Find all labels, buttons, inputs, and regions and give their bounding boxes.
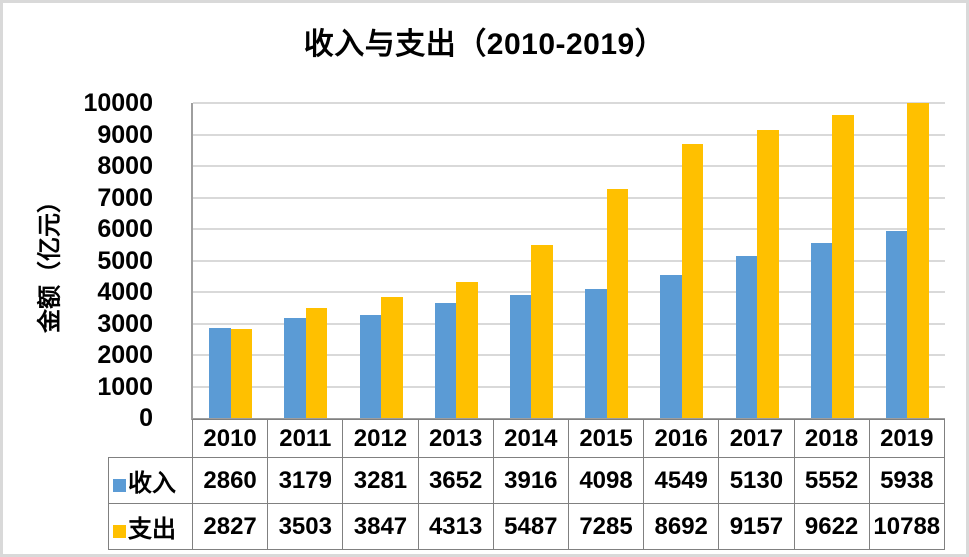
bar-收入-2011 (284, 317, 306, 418)
year-header-cell: 2019 (868, 419, 945, 458)
year-header-cell: 2016 (643, 419, 720, 458)
y-tick-label: 8000 (97, 152, 153, 180)
bar-支出-2019 (907, 103, 929, 418)
value-cell: 5130 (718, 457, 795, 504)
legend-key-收入 (113, 479, 126, 492)
value-cell: 3652 (417, 457, 494, 504)
value-cell: 8692 (643, 503, 720, 550)
bar-支出-2011 (305, 307, 328, 418)
bar-收入-2016 (660, 274, 682, 418)
bar-收入-2012 (359, 314, 381, 418)
year-header-cell: 2012 (342, 419, 419, 458)
gridline (193, 322, 945, 325)
value-cell: 3916 (492, 457, 569, 504)
value-cell: 4549 (643, 457, 720, 504)
value-cell: 7285 (567, 503, 645, 550)
year-header-cell: 2018 (793, 419, 870, 458)
bar-支出-2017 (757, 129, 779, 418)
value-cell: 9622 (793, 503, 870, 550)
bar-支出-2016 (681, 144, 704, 418)
gridline (193, 165, 945, 167)
y-tick-label: 7000 (97, 183, 153, 212)
bar-收入-2010 (209, 327, 231, 418)
year-header-cell: 2015 (567, 419, 645, 458)
value-cell: 3503 (267, 503, 344, 550)
year-header-cell: 2013 (417, 419, 494, 458)
y-tick-label: 4000 (97, 278, 153, 306)
value-cell: 4098 (567, 457, 645, 504)
gridline (193, 102, 945, 104)
data-table: 2010 2011 2012 2013 2014 2015 2016 2017 2018 2019… (108, 419, 945, 550)
series-name: 支出 (128, 516, 176, 543)
year-header-cell: 2014 (492, 419, 569, 458)
value-cell: 3281 (342, 457, 419, 504)
bar-支出-2014 (531, 245, 553, 418)
bar-收入-2014 (509, 294, 532, 418)
value-cell: 10788 (868, 503, 945, 550)
bar-收入-2013 (434, 302, 457, 418)
y-tick-label: 1000 (97, 372, 153, 401)
table-corner-cell (109, 420, 193, 458)
value-cell: 4313 (417, 503, 494, 550)
value-cell: 3179 (267, 457, 344, 504)
bar-收入-2018 (810, 243, 833, 418)
legend-key-支出 (113, 525, 126, 538)
value-cell: 5552 (793, 457, 870, 504)
value-cell: 2827 (191, 503, 269, 550)
year-header-cell: 2011 (267, 419, 344, 458)
value-cell: 9157 (718, 503, 795, 550)
y-tick-label: 5000 (97, 246, 153, 275)
bar-收入-2019 (885, 230, 908, 418)
bar-支出-2013 (456, 282, 478, 418)
bar-收入-2015 (585, 288, 607, 418)
series-name: 收入 (128, 470, 176, 497)
bar-收入-2017 (735, 256, 757, 418)
value-cell: 2860 (191, 457, 269, 504)
gridline (193, 196, 945, 199)
y-tick-label: 2000 (97, 341, 153, 369)
gridline (193, 354, 945, 356)
bar-支出-2012 (381, 296, 403, 418)
gridline (193, 228, 945, 230)
plot-area (191, 102, 945, 420)
y-tick-label: 3000 (97, 309, 153, 338)
bar-支出-2015 (606, 188, 629, 418)
value-cell: 3847 (342, 503, 419, 550)
series-label-cell: 收入 (108, 457, 193, 504)
year-header-cell: 2010 (191, 419, 269, 458)
bar-支出-2018 (832, 114, 854, 418)
series-label-cell: 支出 (108, 503, 193, 550)
y-tick-label: 10000 (83, 89, 153, 117)
value-cell: 5938 (868, 457, 945, 504)
y-tick-label: 6000 (97, 215, 153, 243)
bar-支出-2010 (230, 328, 253, 418)
year-header-cell: 2017 (718, 419, 795, 458)
gridline (193, 291, 945, 293)
gridline (193, 133, 945, 136)
chart-title: 收入与支出（2010-2019） (303, 28, 666, 61)
y-tick-label: 9000 (97, 120, 153, 149)
y-tick-label: 0 (139, 404, 153, 432)
value-cell: 5487 (492, 503, 569, 550)
gridline (193, 259, 945, 262)
gridline (193, 385, 945, 388)
